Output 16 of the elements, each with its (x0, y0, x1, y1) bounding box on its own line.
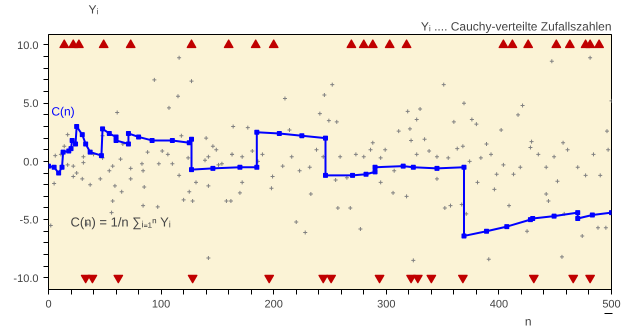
y-tick-label: -10.0 (13, 272, 39, 285)
x-tick-label: 500 (602, 298, 621, 310)
x-axis-title: n (524, 314, 532, 328)
chart-title: Yᵢ .... Cauchy-verteilte Zufallszahlen (420, 20, 612, 34)
x-tick-label: 300 (377, 298, 396, 310)
x-tick-label: 100 (152, 298, 170, 310)
x-tick-label: 400 (490, 298, 508, 310)
series-label: C(n) (51, 104, 75, 118)
y-tick-label: -5.0 (20, 214, 39, 227)
y-axis-title: Yᵢ (88, 2, 99, 16)
y-tick-label: 10.0 (17, 40, 39, 52)
y-tick-label: 5.0 (23, 98, 39, 110)
x-tick-label: 0 (45, 298, 52, 310)
y-tick-label: 0.0 (23, 156, 39, 168)
x-tick-label: 200 (264, 298, 283, 310)
annotation: C(n) = 1/n ∑ᵢ₌₁ⁿ Yᵢ (70, 214, 171, 230)
